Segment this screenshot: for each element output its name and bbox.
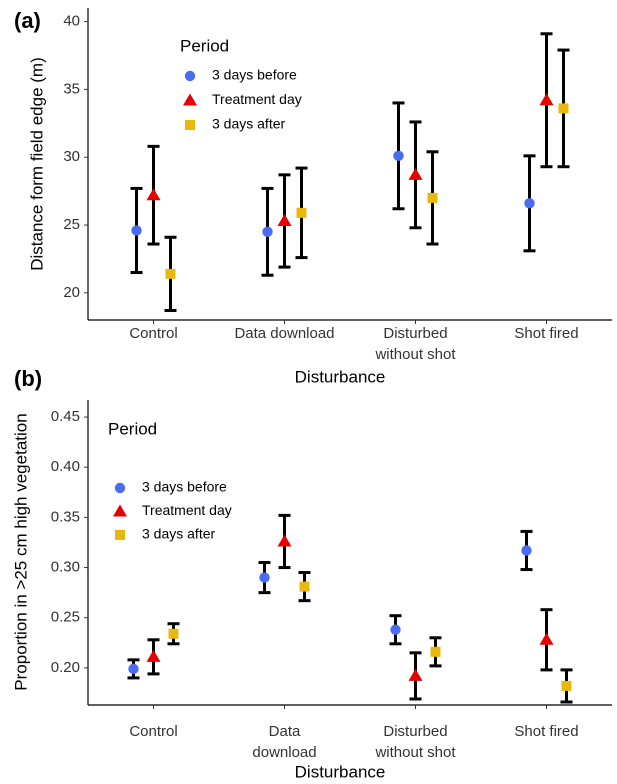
data-point — [521, 545, 532, 556]
data-point — [146, 649, 161, 662]
data-point — [165, 268, 176, 279]
x-tick-label: Control — [129, 723, 177, 740]
y-tick-label: 0.30 — [51, 559, 80, 576]
data-point — [262, 226, 273, 238]
x-axis-title: Disturbance — [295, 762, 386, 781]
data-point — [296, 207, 307, 218]
x-tick-label: without shot — [374, 346, 456, 363]
legend-title: Period — [180, 36, 229, 55]
data-point — [524, 198, 535, 209]
y-tick-label: 0.40 — [51, 458, 80, 475]
data-point — [128, 663, 139, 675]
legend-marker — [114, 482, 126, 494]
data-point — [277, 534, 292, 547]
panel-label: (a) — [14, 8, 41, 33]
data-point — [259, 572, 270, 583]
x-tick-label: Shot fired — [514, 723, 578, 740]
x-tick-label: Disturbed — [383, 723, 447, 740]
y-axis-title: Distance form field edge (m) — [27, 57, 46, 271]
legend-label: Treatment day — [142, 502, 232, 518]
legend-label: 3 days before — [142, 479, 227, 495]
data-point — [146, 188, 161, 201]
legend-title: Period — [108, 419, 157, 438]
data-point — [558, 103, 569, 114]
data-point — [393, 150, 404, 162]
y-tick-label: 30 — [63, 148, 80, 165]
x-tick-label: Disturbed — [383, 325, 447, 342]
data-point — [168, 628, 179, 639]
x-tick-label: Data — [269, 723, 301, 740]
legend-label: Treatment day — [212, 91, 302, 107]
x-axis-title: Disturbance — [295, 367, 386, 386]
y-tick-label: 0.20 — [51, 659, 80, 676]
y-tick-label: 40 — [63, 13, 80, 30]
legend-marker — [115, 530, 125, 540]
data-point — [408, 167, 423, 180]
x-tick-label: Control — [129, 325, 177, 342]
legend-label: 3 days after — [142, 526, 215, 542]
y-tick-label: 0.45 — [51, 408, 80, 425]
y-tick-label: 0.25 — [51, 609, 80, 626]
x-tick-label: download — [252, 744, 316, 761]
x-tick-label: Data download — [234, 325, 334, 342]
data-point — [539, 93, 554, 106]
data-point — [131, 225, 142, 236]
legend-label: 3 days before — [212, 67, 297, 83]
x-tick-label: without shot — [374, 744, 456, 761]
legend-marker — [183, 93, 197, 106]
data-point — [430, 646, 441, 657]
data-point — [539, 632, 554, 645]
y-axis-title: Proportion in >25 cm high vegetation — [11, 413, 30, 690]
data-point — [427, 192, 438, 203]
y-tick-label: 20 — [63, 284, 80, 301]
data-point — [277, 213, 292, 226]
y-tick-label: 0.35 — [51, 508, 80, 525]
data-point — [299, 581, 310, 592]
data-point — [408, 668, 423, 681]
y-tick-label: 35 — [63, 80, 80, 97]
legend-marker — [113, 504, 127, 517]
legend-marker — [185, 120, 195, 130]
data-point — [561, 680, 572, 691]
panel-label: (b) — [14, 366, 42, 391]
chart-panel: (b) Disturbance Proportion in >25 cm high … — [11, 366, 612, 781]
y-tick-label: 25 — [63, 216, 80, 233]
x-tick-label: Shot fired — [514, 325, 578, 342]
legend-marker — [184, 70, 196, 82]
data-point — [390, 624, 401, 635]
legend-label: 3 days after — [212, 116, 285, 132]
chart-panel: (a) Disturbance Distance form field edge (… — [14, 8, 612, 386]
